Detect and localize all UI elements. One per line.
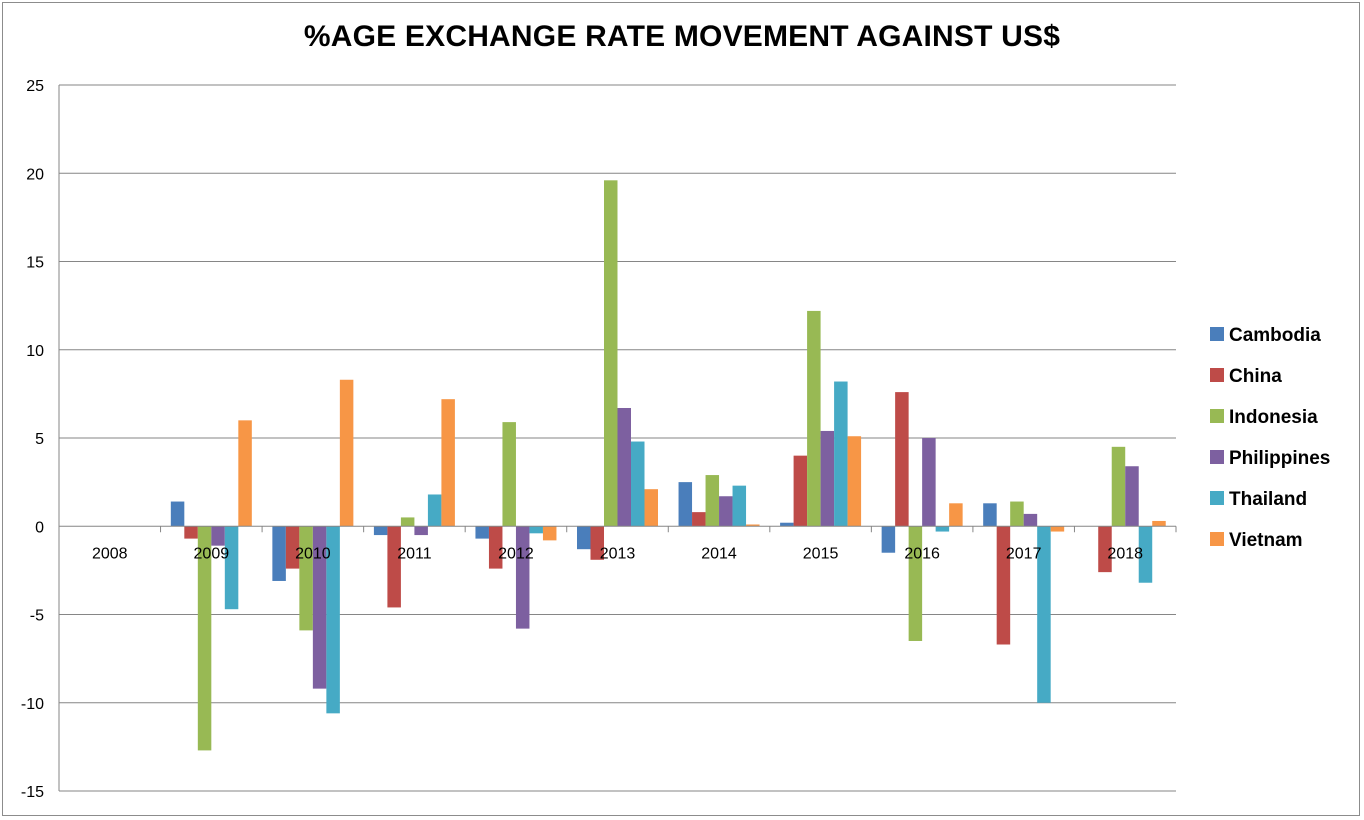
bar-philippines-2017 [1023,513,1038,527]
legend-swatch-philippines [1210,450,1224,464]
bar-cambodia-2010 [272,526,286,581]
bar-cambodia-2014 [678,482,693,527]
bar-thailand-2015 [834,381,848,527]
bars [170,180,1166,751]
bar-cambodia-2012 [475,526,489,539]
bar-thailand-2016 [935,526,950,532]
bar-china-2016 [895,392,909,527]
y-tick-label: 25 [26,78,44,95]
bar-indonesia-2013 [604,180,618,527]
bar-thailand-2010 [326,526,340,714]
x-category-label: 2016 [904,545,940,562]
bar-thailand-2011 [427,494,442,527]
bar-philippines-2013 [617,407,631,527]
bar-philippines-2009 [211,526,225,546]
bar-china-2012 [488,526,503,569]
bar-china-2018 [1098,526,1112,573]
bar-cambodia-2009 [170,501,185,527]
bar-philippines-2010 [312,526,327,689]
bar-cambodia-2017 [983,503,997,527]
bar-china-2011 [387,526,401,608]
bar-cambodia-2015 [780,522,794,527]
y-tick-label: -10 [21,696,44,713]
bar-vietnam-2015 [847,436,862,527]
bar-china-2009 [184,526,198,539]
x-category-label: 2008 [92,545,128,562]
bar-philippines-2018 [1125,466,1139,527]
bar-indonesia-2011 [400,517,415,527]
x-category-label: 2012 [498,545,534,562]
bar-china-2017 [996,526,1011,645]
y-tick-label: 15 [26,255,44,272]
bar-philippines-2016 [922,438,936,527]
y-tick-label: 10 [26,343,44,360]
bar-vietnam-2012 [542,526,557,541]
x-category-label: 2014 [701,545,737,562]
legend-label-philippines: Philippines [1229,448,1330,469]
bar-indonesia-2016 [908,526,923,641]
bar-vietnam-2009 [238,420,252,527]
bar-indonesia-2018 [1111,446,1126,527]
y-tick-label: 5 [35,431,44,448]
bar-indonesia-2015 [807,310,821,527]
x-category-label: 2010 [295,545,331,562]
legend-label-vietnam: Vietnam [1229,530,1303,551]
bar-indonesia-2017 [1010,501,1024,527]
legend-swatch-vietnam [1210,532,1224,546]
bar-cambodia-2013 [577,526,591,550]
bar-thailand-2014 [732,485,747,527]
legend-swatch-cambodia [1210,327,1224,341]
bar-indonesia-2010 [299,526,313,631]
legend-swatch-indonesia [1210,409,1224,423]
bar-cambodia-2011 [373,526,388,536]
bar-china-2010 [285,526,300,569]
bar-vietnam-2017 [1050,526,1065,532]
legend-label-china: China [1229,366,1282,387]
bar-thailand-2012 [529,526,543,534]
bar-thailand-2017 [1037,526,1051,703]
y-tick-label: -5 [30,608,44,625]
bar-indonesia-2012 [502,422,516,527]
y-tick-label: 20 [26,166,44,183]
legend-swatch-china [1210,368,1224,382]
bar-cambodia-2016 [881,526,896,553]
bar-vietnam-2018 [1152,520,1166,527]
legend-swatch-thailand [1210,491,1224,505]
bar-philippines-2014 [719,496,733,527]
legend-label-thailand: Thailand [1229,489,1307,510]
bar-vietnam-2011 [441,399,455,527]
y-tick-label: 0 [35,519,44,536]
y-tick-label: -15 [21,784,44,801]
legend-label-cambodia: Cambodia [1229,325,1321,346]
x-category-label: 2011 [397,545,432,562]
bar-philippines-2012 [515,526,530,629]
bar-philippines-2011 [414,526,428,536]
x-category-label: 2009 [194,545,230,562]
bar-thailand-2009 [224,526,239,610]
bar-china-2015 [793,455,808,527]
legend: Cambodia China Indonesia Philippines Thailan… [1210,325,1330,551]
chart-title: %AGE EXCHANGE RATE MOVEMENT AGAINST US$ [303,20,1061,53]
x-category-label: 2013 [600,545,636,562]
legend-label-indonesia: Indonesia [1229,407,1318,428]
bar-thailand-2018 [1138,526,1153,583]
x-category-label: 2015 [803,545,839,562]
bar-indonesia-2014 [705,475,720,527]
bar-china-2013 [590,526,604,560]
bar-vietnam-2014 [746,524,760,527]
bar-vietnam-2013 [644,489,658,527]
x-category-label: 2017 [1006,545,1042,562]
x-category-label: 2018 [1107,545,1143,562]
bar-philippines-2015 [820,430,835,527]
bar-vietnam-2016 [949,503,963,527]
bar-vietnam-2010 [339,379,354,527]
bar-indonesia-2009 [197,526,212,751]
bar-thailand-2013 [631,441,645,527]
bar-china-2014 [692,512,706,527]
